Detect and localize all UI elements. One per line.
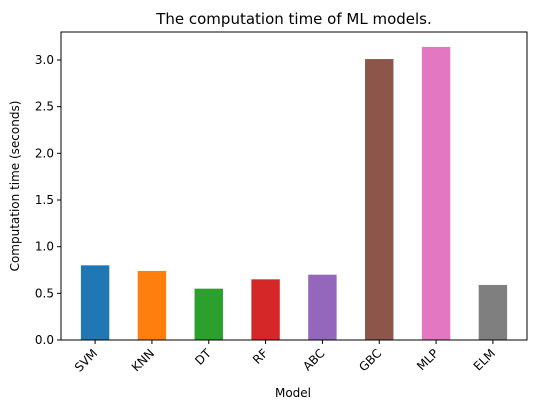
plot-frame: [60, 31, 528, 341]
y-axis-label: Computation time (seconds): [8, 101, 22, 272]
x-tick-label: ABC: [300, 346, 327, 373]
y-tick-label: 0.0: [35, 333, 54, 347]
y-axis: 0.0 0.5 1.0 1.5 2.0 2.5 3.0: [35, 53, 61, 347]
y-tick-label: 0.5: [35, 286, 54, 300]
x-tick-label: MLP: [414, 346, 441, 373]
x-tick-label: KNN: [129, 346, 157, 374]
y-tick-label: 3.0: [35, 53, 54, 67]
chart-title: The computation time of ML models.: [155, 10, 432, 28]
x-tick-label: RF: [250, 346, 271, 367]
bar-knn: [137, 270, 167, 340]
x-axis-label: Model: [275, 386, 311, 400]
x-axis: SVM KNN DT RF ABC GBC MLP ELM: [72, 340, 498, 375]
x-tick-label: SVM: [72, 346, 100, 374]
y-tick-label: 1.0: [35, 240, 54, 254]
y-tick-label: 2.0: [35, 146, 54, 160]
x-tick-label: DT: [192, 346, 214, 368]
bar-dt: [194, 288, 223, 340]
bar-svm: [80, 265, 110, 340]
y-tick-label: 2.5: [35, 100, 54, 114]
plot-area: [80, 46, 508, 341]
bar-elm: [478, 284, 508, 340]
bar-rf: [251, 279, 280, 340]
y-tick-label: 1.5: [35, 193, 54, 207]
x-tick-label: ELM: [471, 346, 498, 373]
bar-mlp: [421, 46, 451, 341]
bar-gbc: [365, 59, 394, 340]
x-tick-label: GBC: [356, 346, 384, 374]
bar-abc: [308, 274, 337, 340]
